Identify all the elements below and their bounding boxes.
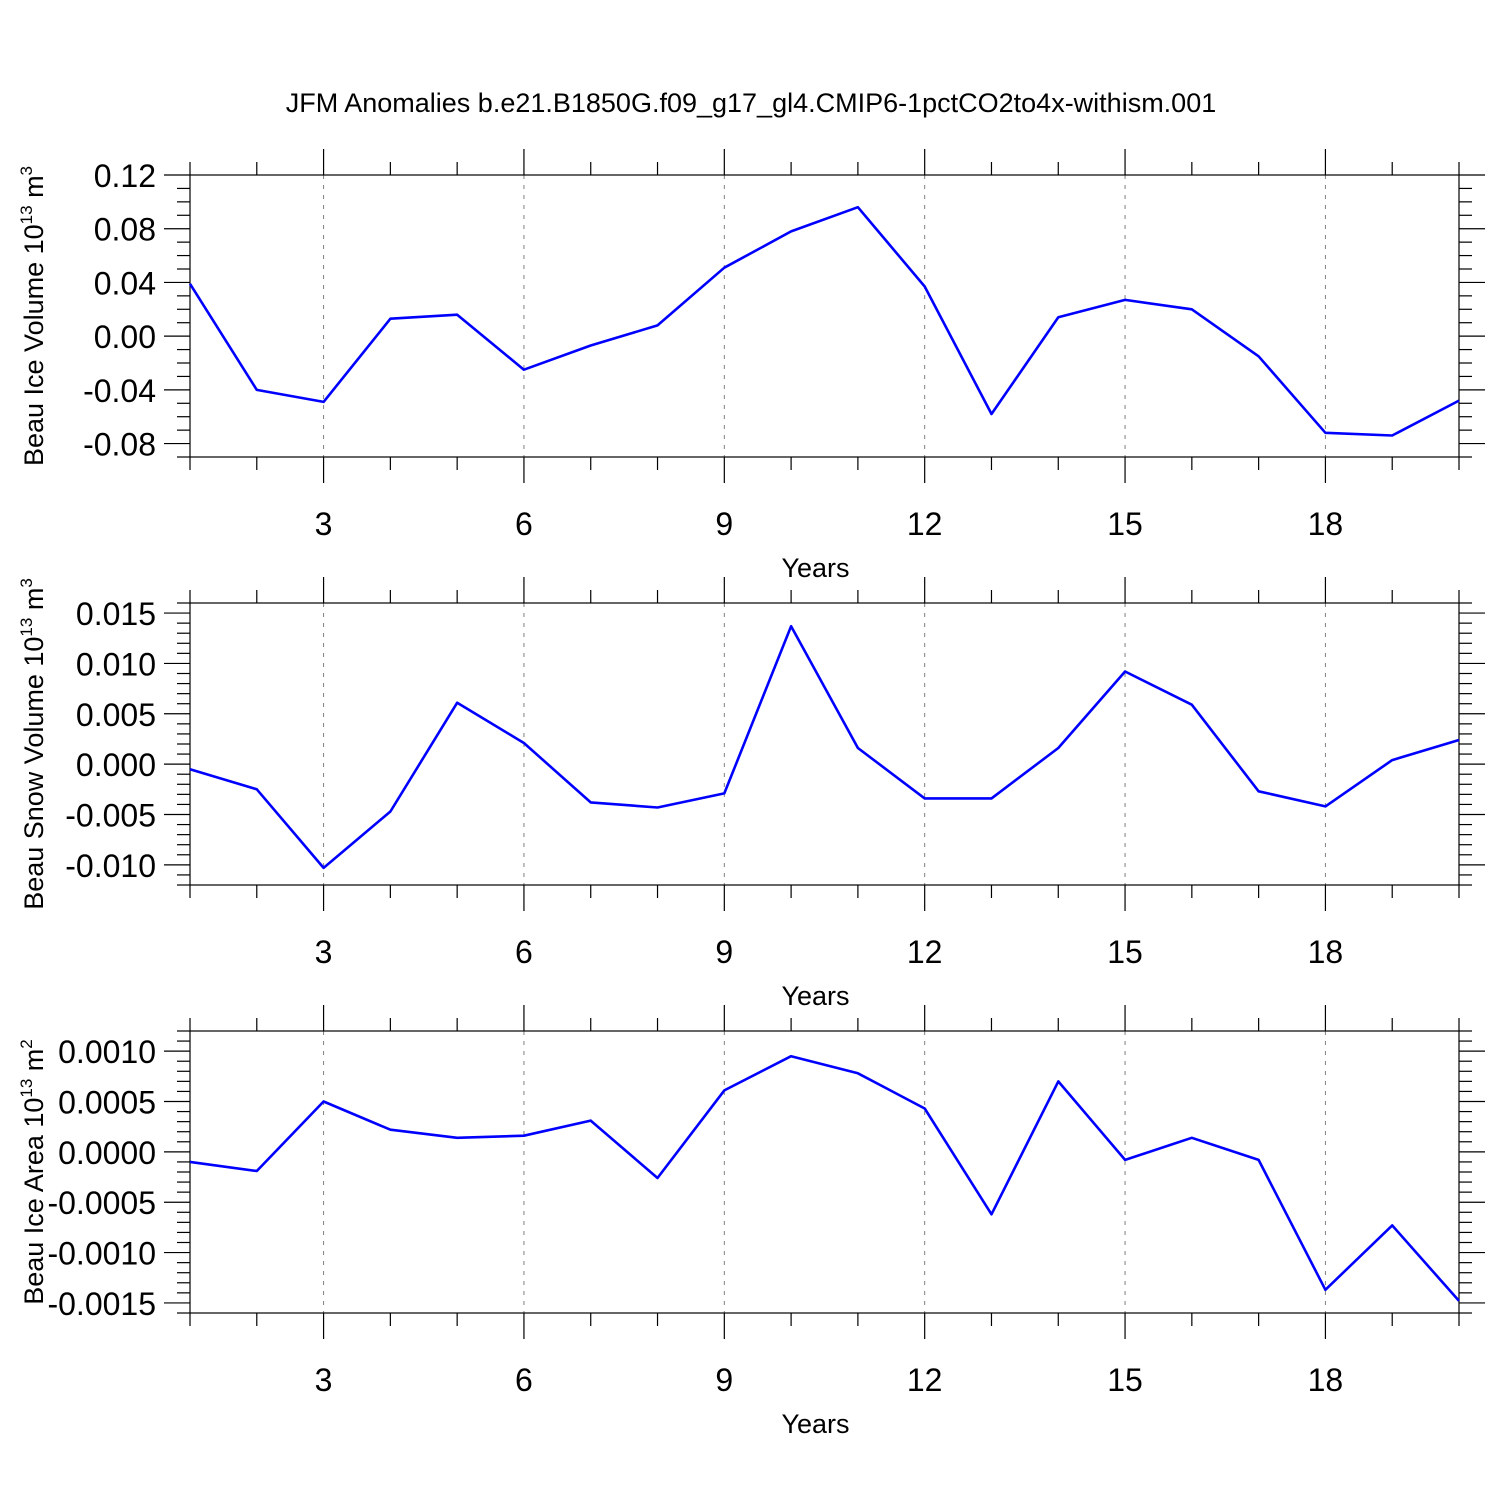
x-tick-label: 15 [1107,506,1143,542]
y-tick-label: 0.0000 [58,1135,156,1171]
y-tick-label: 0.12 [94,158,156,194]
y-tick-label: 0.005 [76,697,156,733]
x-tick-label: 18 [1308,934,1344,970]
x-tick-label: 3 [315,1362,333,1398]
plot-frame [189,1030,1460,1314]
plot-frame [189,602,1460,886]
y-axis-label-exponent: 13 [17,618,36,637]
y-tick-label: -0.0010 [47,1236,156,1272]
y-axis-label-text: Beau Ice Volume 10 [19,224,49,466]
series-line [189,624,1460,870]
y-axis-label-text: Beau Snow Volume 10 [19,637,49,910]
x-tick-label: 6 [515,506,533,542]
y-tick-label: -0.04 [83,373,156,409]
panel-2: 3 6 9 12 15 18 0.015 0.010 0.005 0.000 -0.005 -0.01… [17,577,1485,1011]
y-tick-label: 0.0005 [58,1085,156,1121]
y-axis-label-unit-exponent: 3 [17,166,36,175]
x-axis-label: Years [781,553,849,583]
y-tick-label: 0.08 [94,212,156,248]
y-tick-label: -0.0015 [47,1286,156,1322]
x-tick-label: 18 [1308,506,1344,542]
plot-frame [189,174,1460,458]
x-tick-label: 15 [1107,934,1143,970]
y-tick-label: -0.08 [83,427,156,463]
x-axis-label: Years [781,981,849,1011]
x-tick-label: 12 [907,1362,943,1398]
y-tick-label: 0.00 [94,319,156,355]
x-tick-label: 18 [1308,1362,1344,1398]
y-axis-label-exponent: 13 [17,1079,36,1098]
y-axis-label: Beau Ice Area 1013 m2 [17,1039,49,1305]
x-axis-label: Years [781,1409,849,1439]
x-tick-label: 3 [315,506,333,542]
y-tick-label: -0.005 [65,798,156,834]
y-tick-label: -0.010 [65,848,156,884]
y-tick-label: 0.04 [94,265,156,301]
panel-3: 3 6 9 12 15 18 0.0010 0.0005 0.0000 -0.0005 -0.001… [17,1005,1485,1439]
y-axis-label: Beau Ice Volume 1013 m3 [17,166,49,466]
x-tick-label: 9 [715,506,733,542]
y-axis-label-exponent: 13 [17,205,36,224]
x-tick-label: 9 [715,934,733,970]
y-axis-label-unit-exponent: 3 [17,578,36,587]
x-tick-label: 6 [515,934,533,970]
series-line [189,1054,1460,1302]
x-tick-label: 15 [1107,1362,1143,1398]
x-tick-label: 12 [907,506,943,542]
x-tick-label: 9 [715,1362,733,1398]
y-axis-label: Beau Snow Volume 1013 m3 [17,578,49,910]
x-tick-label: 12 [907,934,943,970]
y-axis-label-text: Beau Ice Area 10 [19,1098,49,1305]
y-tick-label: -0.0005 [47,1185,156,1221]
chart-title: JFM Anomalies b.e21.B1850G.f09_g17_gl4.C… [286,88,1217,118]
y-axis-label-unit: m [19,175,49,205]
y-axis-label-unit: m [19,1049,49,1079]
y-tick-label: 0.0010 [58,1034,156,1070]
y-tick-label: 0.000 [76,747,156,783]
y-axis-label-unit: m [19,588,49,618]
x-tick-label: 6 [515,1362,533,1398]
y-tick-label: 0.015 [76,596,156,632]
panel-1: 3 6 9 12 15 18 0.12 0.08 0.04 0.00 -0.04 -0.08 Years… [17,149,1485,583]
y-axis-label-unit-exponent: 2 [17,1039,36,1048]
y-tick-label: 0.010 [76,646,156,682]
series-line [188,205,1460,437]
x-tick-label: 3 [315,934,333,970]
